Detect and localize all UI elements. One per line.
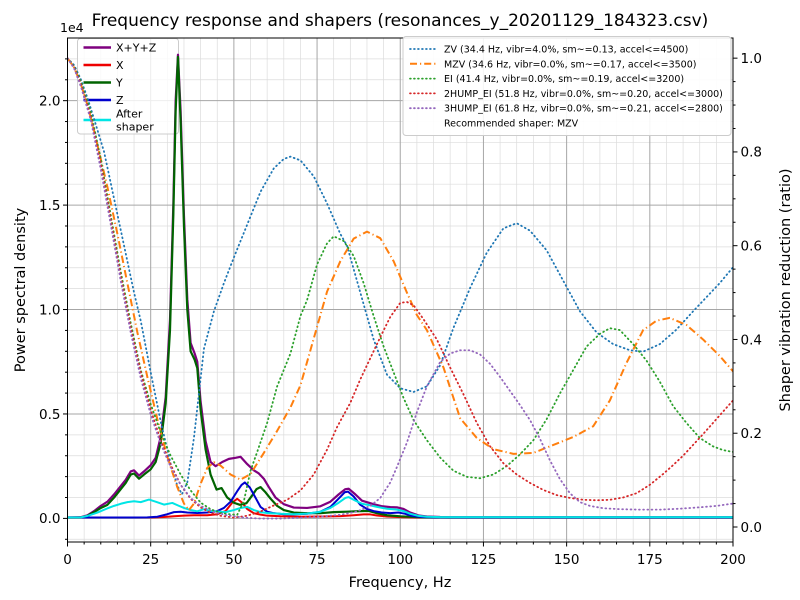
ratio-curve-mzv xyxy=(67,57,733,512)
legend-item-x-y-z: X+Y+Z xyxy=(83,42,157,55)
y-left-tick-label-2.0: 2.0 xyxy=(39,93,60,109)
legend-recommended-shaper: Recommended shaper: MZV xyxy=(444,119,579,130)
legend-label-after-shaper-0: After xyxy=(116,108,143,121)
x-tick-label-50: 50 xyxy=(225,552,242,568)
y-left-tick-label-1.0: 1.0 xyxy=(39,302,60,318)
legend-label-after-shaper-1: shaper xyxy=(116,121,154,134)
legend-label-zv: ZV (34.4 Hz, vibr=4.0%, sm~=0.13, accel<… xyxy=(444,45,688,56)
legend-label-x: X xyxy=(116,59,124,72)
x-axis-ticks: 0 25 50 75 100 125 150 175 200 xyxy=(63,542,746,568)
legend-label-2hump-ei: 2HUMP_EI (51.8 Hz, vibr=0.0%, sm~=0.20, … xyxy=(444,89,723,100)
x-tick-label-75: 75 xyxy=(308,552,325,568)
y-axis-label-right: Shaper vibration reduction (ratio) xyxy=(778,168,794,412)
x-tick-label-25: 25 xyxy=(142,552,159,568)
legend-shapers: ZV (34.4 Hz, vibr=4.0%, sm~=0.13, accel<… xyxy=(402,36,732,136)
psd-curve-y xyxy=(67,55,733,519)
y-axis-label-left: Power spectral density xyxy=(13,207,29,373)
curves xyxy=(67,53,733,520)
y-left-tick-label-1.5: 1.5 xyxy=(39,198,60,214)
legend-label-ei: EI (41.4 Hz, vibr=0.0%, sm~=0.19, accel<… xyxy=(444,74,684,85)
x-tick-label-0: 0 xyxy=(63,552,72,568)
legend-label-z: Z xyxy=(116,94,124,107)
y-right-tick-label-0.2: 0.2 xyxy=(741,426,762,442)
legend-item-y: Y xyxy=(83,77,123,90)
legend-label-x-y-z: X+Y+Z xyxy=(116,42,157,55)
legend-item-zv: ZV (34.4 Hz, vibr=4.0%, sm~=0.13, accel<… xyxy=(409,45,688,56)
y-right-tick-label-1.0: 1.0 xyxy=(741,51,762,67)
legend-item-ei: EI (41.4 Hz, vibr=0.0%, sm~=0.19, accel<… xyxy=(409,74,684,85)
y-right-ticks: 0.0 0.2 0.4 0.6 0.8 1.0 xyxy=(733,51,762,536)
y-left-tick-label-0.0: 0.0 xyxy=(39,511,60,527)
y-left-tick-label-0.5: 0.5 xyxy=(39,407,60,423)
x-tick-label-200: 200 xyxy=(720,552,746,568)
legend-shapers-frame xyxy=(402,36,732,136)
legend-item-x: X xyxy=(83,59,124,72)
ratio-curve-3hump-ei xyxy=(67,57,733,520)
legend-item-2hump-ei: 2HUMP_EI (51.8 Hz, vibr=0.0%, sm~=0.20, … xyxy=(409,89,723,100)
ratio-curve-ei xyxy=(67,57,733,516)
y-right-tick-label-0.4: 0.4 xyxy=(741,332,762,348)
psd-curve-x-y-z xyxy=(67,53,733,519)
legend-item-mzv: MZV (34.6 Hz, vibr=0.0%, sm~=0.17, accel… xyxy=(410,59,696,70)
legend-label-mzv: MZV (34.6 Hz, vibr=0.0%, sm~=0.17, accel… xyxy=(444,59,696,70)
x-tick-label-100: 100 xyxy=(387,552,413,568)
ratio-curve-zv xyxy=(67,57,733,496)
axis-offset-text: 1e4 xyxy=(60,20,84,35)
y-right-tick-label-0.0: 0.0 xyxy=(741,520,762,536)
y-right-tick-label-0.6: 0.6 xyxy=(741,238,762,254)
x-tick-label-150: 150 xyxy=(554,552,580,568)
legend-item-3hump-ei: 3HUMP_EI (61.8 Hz, vibr=0.0%, sm~=0.21, … xyxy=(409,104,723,115)
x-tick-label-125: 125 xyxy=(471,552,497,568)
psd-curve-after-shaper xyxy=(67,496,733,519)
y-right-tick-label-0.8: 0.8 xyxy=(741,145,762,161)
psd-curve-x xyxy=(67,497,733,519)
chart-title: Frequency response and shapers (resonanc… xyxy=(91,11,709,31)
x-axis-label: Frequency, Hz xyxy=(348,575,452,591)
y-left-ticks: 0.0 0.5 1.0 1.5 2.0 xyxy=(39,58,68,540)
x-tick-label-175: 175 xyxy=(637,552,663,568)
legend-label-3hump-ei: 3HUMP_EI (61.8 Hz, vibr=0.0%, sm~=0.21, … xyxy=(444,104,723,115)
legend-label-y: Y xyxy=(115,77,123,90)
